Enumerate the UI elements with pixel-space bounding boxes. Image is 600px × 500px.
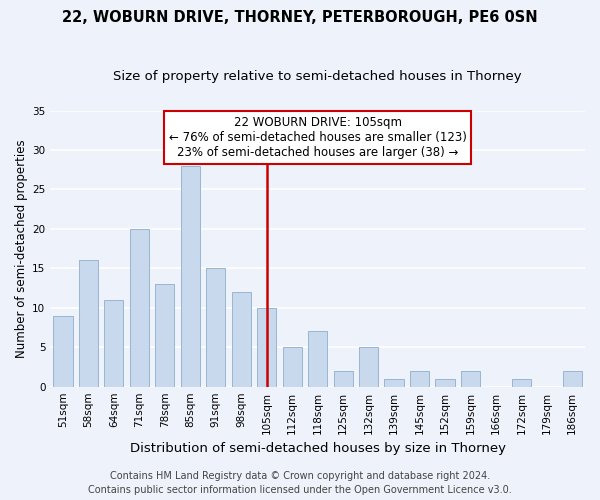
Bar xyxy=(104,300,124,386)
Title: Size of property relative to semi-detached houses in Thorney: Size of property relative to semi-detach… xyxy=(113,70,522,83)
Text: Contains HM Land Registry data © Crown copyright and database right 2024.
Contai: Contains HM Land Registry data © Crown c… xyxy=(88,471,512,495)
Bar xyxy=(436,379,455,386)
Bar xyxy=(385,379,404,386)
Text: 22, WOBURN DRIVE, THORNEY, PETERBOROUGH, PE6 0SN: 22, WOBURN DRIVE, THORNEY, PETERBOROUGH,… xyxy=(62,10,538,25)
Bar xyxy=(155,284,175,386)
Bar xyxy=(334,371,353,386)
Bar xyxy=(181,166,200,386)
Bar xyxy=(512,379,531,386)
Y-axis label: Number of semi-detached properties: Number of semi-detached properties xyxy=(15,140,28,358)
Bar xyxy=(359,347,378,387)
Bar xyxy=(283,347,302,387)
Bar xyxy=(257,308,276,386)
Bar xyxy=(130,229,149,386)
Bar xyxy=(308,332,327,386)
Bar xyxy=(79,260,98,386)
Bar xyxy=(53,316,73,386)
Bar xyxy=(563,371,582,386)
X-axis label: Distribution of semi-detached houses by size in Thorney: Distribution of semi-detached houses by … xyxy=(130,442,506,455)
Bar xyxy=(206,268,226,386)
Bar xyxy=(461,371,480,386)
Text: 22 WOBURN DRIVE: 105sqm
← 76% of semi-detached houses are smaller (123)
23% of s: 22 WOBURN DRIVE: 105sqm ← 76% of semi-de… xyxy=(169,116,467,159)
Bar xyxy=(232,292,251,386)
Bar xyxy=(410,371,429,386)
